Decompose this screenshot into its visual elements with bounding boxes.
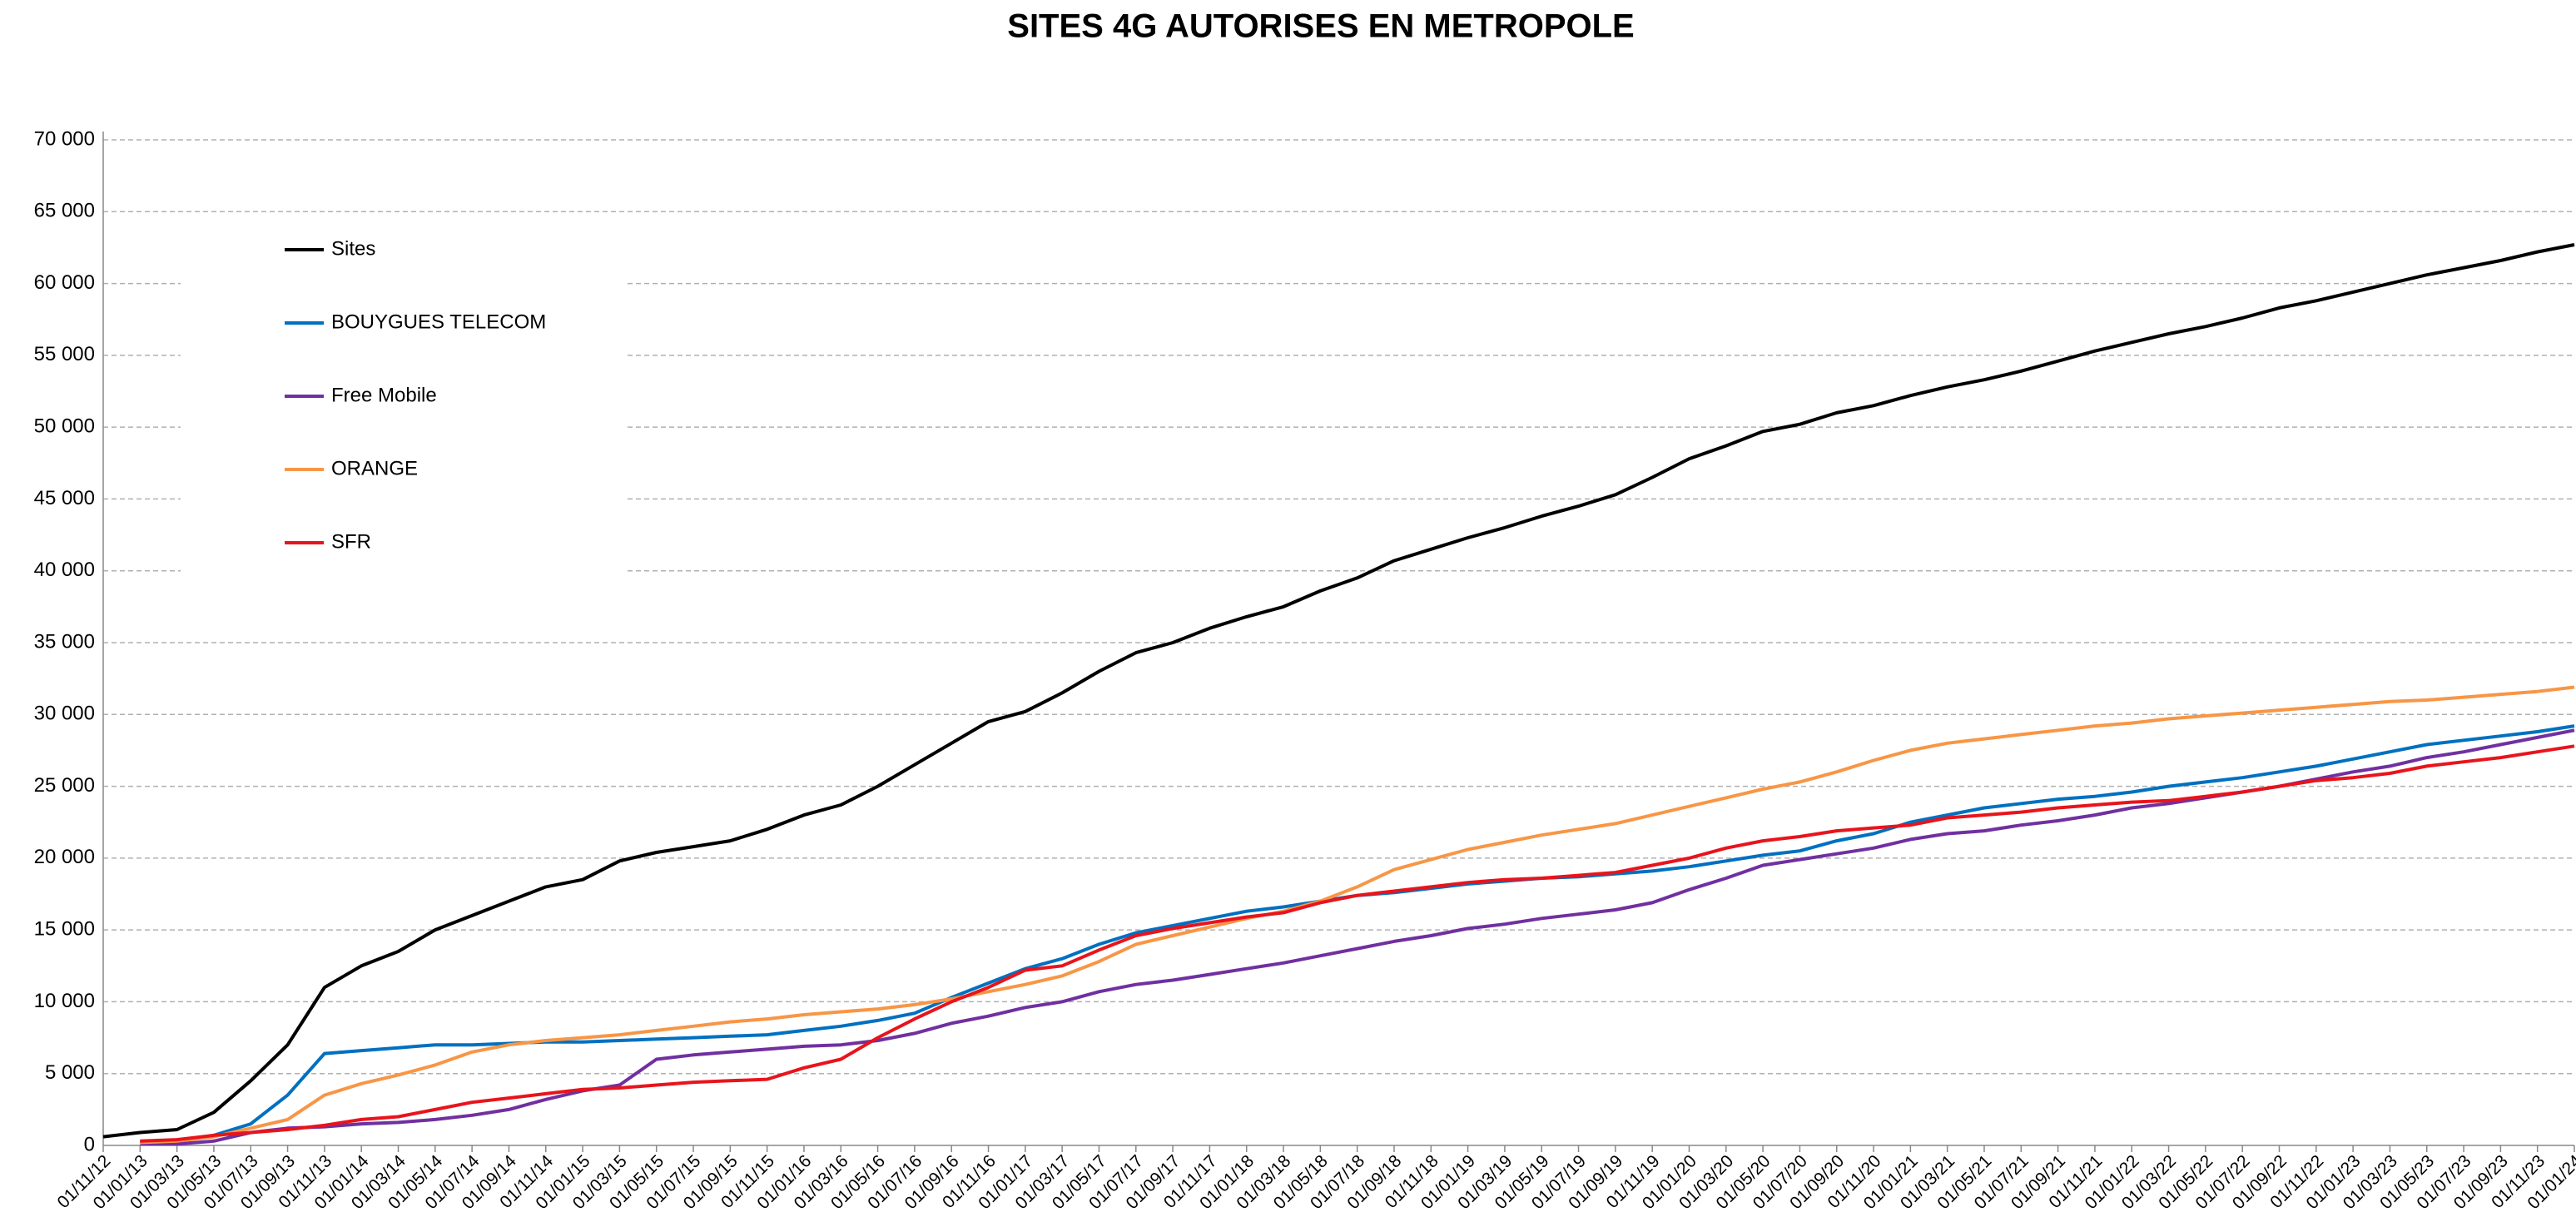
y-tick-label: 45 000 xyxy=(34,487,95,509)
legend-label: Sites xyxy=(331,237,375,260)
y-tick-label: 25 000 xyxy=(34,774,95,797)
y-tick-label: 65 000 xyxy=(34,200,95,222)
legend-label: BOUYGUES TELECOM xyxy=(331,310,546,333)
y-tick-label: 20 000 xyxy=(34,846,95,868)
y-tick-label: 70 000 xyxy=(34,127,95,150)
chart-title: SITES 4G AUTORISES EN METROPOLE xyxy=(1007,8,1634,45)
y-tick-label: 40 000 xyxy=(34,559,95,581)
series-line xyxy=(140,728,2575,1146)
legend-label: SFR xyxy=(331,530,371,553)
y-tick-label: 0 xyxy=(84,1133,95,1155)
y-tick-label: 15 000 xyxy=(34,917,95,940)
series-line xyxy=(140,744,2575,1143)
series-line xyxy=(140,685,2575,1145)
y-tick-label: 35 000 xyxy=(34,630,95,653)
legend-label: Free Mobile xyxy=(331,384,437,406)
y-tick-label: 30 000 xyxy=(34,703,95,725)
y-tick-label: 10 000 xyxy=(34,990,95,1012)
y-tick-label: 60 000 xyxy=(34,271,95,294)
series-line xyxy=(140,724,2575,1145)
y-tick-label: 50 000 xyxy=(34,415,95,437)
y-tick-label: 5 000 xyxy=(45,1061,95,1084)
series-line xyxy=(102,243,2575,1139)
y-tick-label: 55 000 xyxy=(34,343,95,365)
legend-box xyxy=(181,214,624,583)
legend-label: ORANGE xyxy=(331,457,418,479)
